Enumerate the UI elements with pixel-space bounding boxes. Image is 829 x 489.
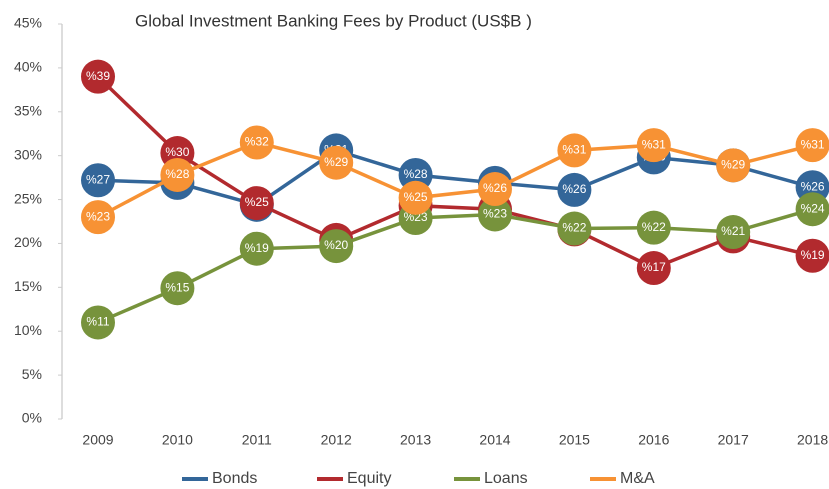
y-tick-label: 10% xyxy=(14,322,42,338)
x-tick-label: 2016 xyxy=(638,432,669,448)
data-label: %23 xyxy=(86,209,110,223)
data-label: %28 xyxy=(165,167,189,181)
data-label: %31 xyxy=(562,143,586,157)
data-point xyxy=(160,271,195,306)
chart-title: Global Investment Banking Fees by Produc… xyxy=(135,11,532,30)
data-label: %31 xyxy=(642,137,666,151)
data-point xyxy=(398,180,433,215)
y-tick-label: 45% xyxy=(14,15,42,31)
data-label: %25 xyxy=(404,190,428,204)
data-label: %26 xyxy=(801,179,825,193)
legend-label: M&A xyxy=(620,470,655,487)
data-point xyxy=(636,251,671,286)
data-label: %19 xyxy=(801,248,825,262)
data-point xyxy=(81,305,115,340)
data-label: %17 xyxy=(642,260,666,274)
data-point xyxy=(239,231,274,266)
data-label: %23 xyxy=(483,207,507,221)
data-point xyxy=(716,215,751,250)
data-label: %26 xyxy=(483,181,507,195)
legend-label: Equity xyxy=(347,470,391,487)
data-point xyxy=(81,163,115,198)
data-point xyxy=(636,128,671,163)
data-point xyxy=(636,210,671,245)
data-point xyxy=(81,59,115,94)
y-tick-label: 5% xyxy=(22,366,42,382)
data-point xyxy=(795,192,829,227)
x-tick-label: 2018 xyxy=(797,432,828,448)
x-tick-label: 2014 xyxy=(479,432,510,448)
y-tick-label: 30% xyxy=(14,146,42,162)
data-label: %20 xyxy=(324,238,348,252)
x-tick-label: 2017 xyxy=(718,432,749,448)
x-tick-label: 2012 xyxy=(321,432,352,448)
data-label: %22 xyxy=(562,221,586,235)
data-label: %21 xyxy=(721,224,745,238)
data-label: %15 xyxy=(165,280,189,294)
data-label: %27 xyxy=(86,172,110,186)
series-line xyxy=(97,148,814,207)
y-tick-label: 15% xyxy=(14,278,42,294)
data-point xyxy=(557,211,592,246)
legend-label: Loans xyxy=(484,470,528,487)
x-tick-label: 2013 xyxy=(400,432,431,448)
y-tick-label: 35% xyxy=(14,102,42,118)
y-tick-label: 25% xyxy=(14,190,42,206)
x-tick-label: 2010 xyxy=(162,432,193,448)
data-label: %28 xyxy=(404,167,428,181)
x-tick-label: 2009 xyxy=(82,432,113,448)
data-label: %25 xyxy=(245,195,269,209)
y-tick-label: 0% xyxy=(22,410,42,426)
x-tick-label: 2011 xyxy=(242,432,272,448)
data-point xyxy=(557,172,592,207)
legend-label: Bonds xyxy=(212,470,257,487)
data-point xyxy=(795,128,829,163)
data-point xyxy=(160,157,195,192)
data-point xyxy=(478,172,512,207)
series-line xyxy=(96,75,814,270)
data-label: %30 xyxy=(165,145,189,159)
data-label: %24 xyxy=(801,201,825,215)
data-point xyxy=(319,145,354,180)
data-label: %22 xyxy=(642,220,666,234)
data-point xyxy=(239,125,274,160)
data-point xyxy=(478,197,512,232)
data-label: %29 xyxy=(721,157,745,171)
y-tick-label: 40% xyxy=(14,59,42,75)
data-label: %39 xyxy=(86,69,110,83)
series-line xyxy=(97,140,814,219)
data-label: %11 xyxy=(86,315,109,329)
series-line xyxy=(97,207,814,325)
data-label: %26 xyxy=(562,182,586,196)
data-point xyxy=(319,229,354,264)
data-label: %29 xyxy=(324,155,348,169)
data-label: %32 xyxy=(245,135,269,149)
data-point xyxy=(716,148,751,183)
x-tick-label: 2015 xyxy=(559,432,590,448)
y-tick-label: 20% xyxy=(14,234,42,250)
data-point xyxy=(239,186,274,221)
data-label: %19 xyxy=(245,241,269,255)
data-label: %31 xyxy=(801,137,825,151)
data-point xyxy=(795,238,829,273)
data-point xyxy=(81,200,115,235)
data-point xyxy=(557,133,592,168)
